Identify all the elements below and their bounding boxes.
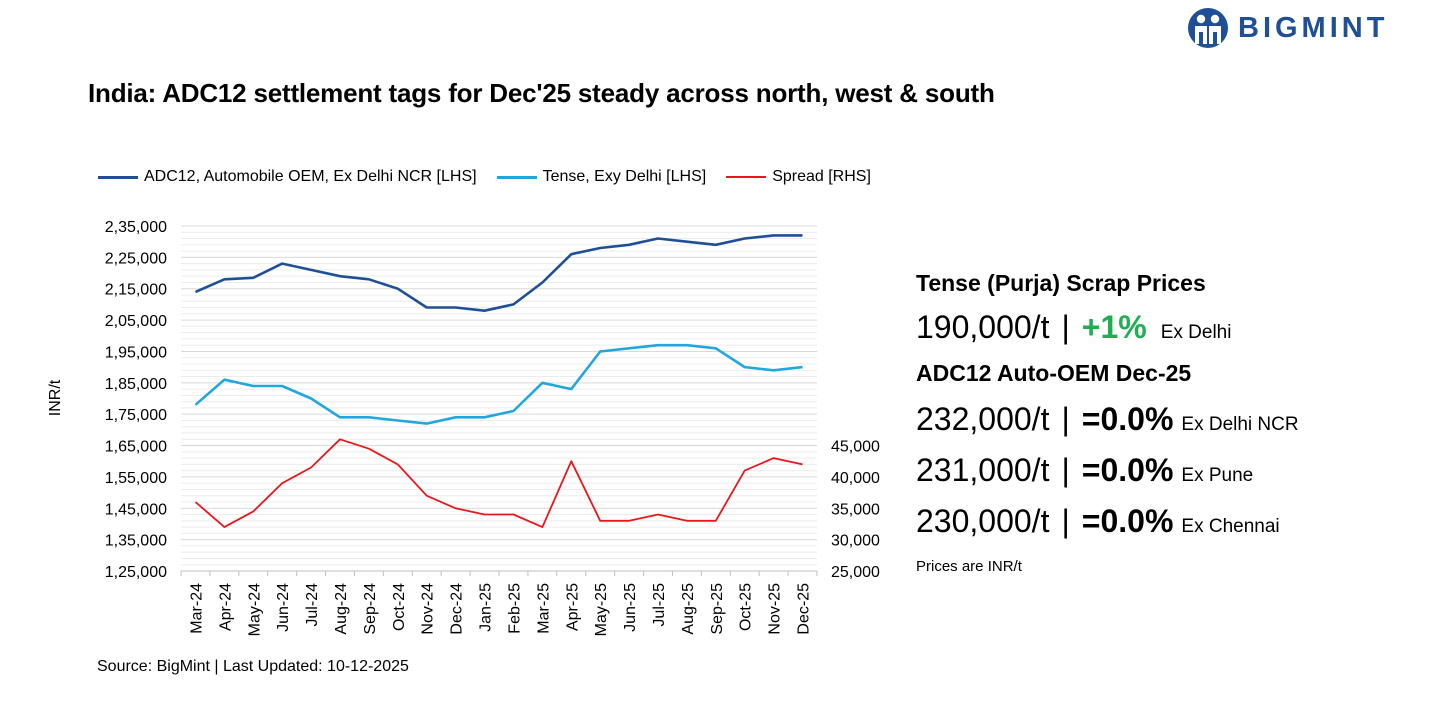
y-left-tick-label: 1,65,000 [105, 439, 167, 456]
legend-label-adc12: ADC12, Automobile OEM, Ex Delhi NCR [LHS… [144, 168, 477, 185]
tense-change: +1% [1081, 309, 1147, 345]
legend: ADC12, Automobile OEM, Ex Delhi NCR [LHS… [98, 168, 891, 186]
tense-price: 190,000/t [916, 309, 1050, 345]
x-tick-label: Apr-24 [217, 583, 234, 631]
x-tick-label: Jul-25 [651, 583, 668, 627]
legend-label-spread: Spread [RHS] [772, 168, 871, 185]
y-left-tick-label: 2,15,000 [105, 282, 167, 299]
adc12-separator-pune: | [1061, 452, 1070, 488]
chart-title: India: ADC12 settlement tags for Dec'25 … [88, 78, 995, 108]
x-tick-label: May-25 [593, 583, 610, 636]
bigmint-logo-icon [1188, 8, 1228, 48]
y-right-tick-label: 25,000 [831, 564, 880, 581]
x-tick-label: Apr-25 [564, 583, 581, 631]
x-tick-label: Aug-25 [680, 583, 697, 635]
adc12-location-chennai: Ex Chennai [1181, 516, 1280, 537]
tense-price-row: 190,000/t | +1% Ex Delhi [916, 309, 1416, 346]
x-tick-label: Nov-25 [767, 583, 784, 635]
adc12-row-pune: 231,000/t | =0.0% Ex Pune [916, 452, 1416, 489]
legend-item-spread: Spread [RHS] [726, 168, 871, 186]
adc12-location-delhi: Ex Delhi NCR [1181, 414, 1299, 435]
x-tick-label: Jun-25 [622, 583, 639, 632]
adc12-location-pune: Ex Pune [1181, 465, 1254, 486]
legend-swatch-adc12 [98, 175, 138, 179]
adc12-row-chennai: 230,000/t | =0.0% Ex Chennai [916, 503, 1416, 540]
legend-swatch-tense [496, 175, 537, 179]
x-tick-label: Oct-24 [391, 583, 408, 631]
x-tick-label: Dec-25 [796, 583, 813, 635]
y-right-tick-label: 30,000 [831, 533, 880, 550]
y-left-tick-label: 1,85,000 [105, 376, 167, 393]
series-line-1 [194, 343, 803, 425]
source-note: Source: BigMint | Last Updated: 10-12-20… [97, 658, 409, 675]
x-tick-label: Nov-24 [420, 583, 437, 635]
brand-name: BIGMINT [1238, 11, 1389, 44]
adc12-price-delhi: 232,000/t [916, 401, 1050, 437]
tense-location: Ex Delhi [1160, 322, 1232, 343]
x-tick-label: Aug-24 [333, 583, 350, 635]
y-left-tick-label: 1,75,000 [105, 407, 167, 424]
adc12-heading: ADC12 Auto-OEM Dec-25 [916, 360, 1192, 386]
y-left-tick-label: 2,25,000 [105, 250, 167, 267]
y-axis-title: INR/t [47, 379, 64, 416]
x-tick-label: Sep-24 [362, 583, 379, 635]
adc12-row-delhi: 232,000/t | =0.0% Ex Delhi NCR [916, 401, 1416, 438]
series-line-0 [194, 234, 803, 313]
x-tick-label: Sep-25 [709, 583, 726, 635]
y-left-tick-label: 1,45,000 [105, 501, 167, 518]
y-left-tick-label: 1,55,000 [105, 470, 167, 487]
brand: BIGMINT [1186, 6, 1388, 50]
y-right-tick-label: 35,000 [831, 501, 880, 518]
x-tick-label: Dec-24 [449, 583, 466, 635]
adc12-change-pune: =0.0% [1081, 452, 1174, 488]
x-tick-label: Mar-24 [188, 583, 205, 634]
adc12-change-delhi: =0.0% [1081, 401, 1174, 437]
y-left-tick-label: 1,95,000 [105, 344, 167, 361]
adc12-price-chennai: 230,000/t [916, 503, 1050, 539]
adc12-change-chennai: =0.0% [1081, 503, 1174, 539]
x-tick-label: Jul-24 [304, 583, 321, 627]
x-tick-label: Oct-25 [738, 583, 755, 631]
y-right-tick-label: 40,000 [831, 470, 880, 487]
y-left-tick-label: 2,05,000 [105, 313, 167, 330]
legend-label-tense: Tense, Exy Delhi [LHS] [542, 168, 707, 185]
y-right-tick-label: 45,000 [831, 439, 880, 456]
x-tick-label: Feb-25 [506, 583, 523, 634]
adc12-separator-chennai: | [1061, 503, 1070, 539]
price-unit-note: Prices are INR/t [916, 558, 1022, 575]
y-left-tick-label: 1,35,000 [105, 533, 167, 550]
x-tick-label: Jun-24 [275, 583, 292, 632]
tense-heading: Tense (Purja) Scrap Prices [916, 270, 1206, 296]
x-tick-label: Mar-25 [535, 583, 552, 634]
x-tick-label: May-24 [246, 583, 263, 636]
price-panel: Tense (Purja) Scrap Prices 190,000/t | +… [916, 270, 1416, 575]
legend-swatch-spread [726, 176, 767, 178]
adc12-price-pune: 231,000/t [916, 452, 1050, 488]
series-line-2 [194, 438, 803, 528]
tense-separator: | [1061, 309, 1070, 345]
legend-item-tense: Tense, Exy Delhi [LHS] [496, 168, 707, 186]
y-left-tick-label: 2,35,000 [105, 219, 167, 236]
x-tick-label: Jan-25 [478, 583, 495, 632]
y-left-tick-label: 1,25,000 [105, 564, 167, 581]
legend-item-adc12: ADC12, Automobile OEM, Ex Delhi NCR [LHS… [98, 168, 477, 186]
adc12-separator-delhi: | [1061, 401, 1070, 437]
